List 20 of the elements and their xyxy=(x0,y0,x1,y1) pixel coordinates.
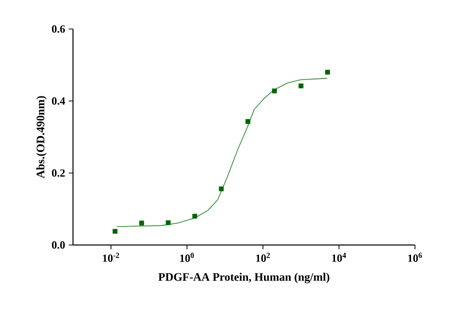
y-tick-label: 0.0 xyxy=(52,241,65,249)
point xyxy=(139,220,144,226)
x-axis-title: PDGF-AA Protein, Human (ng/ml) xyxy=(158,272,330,284)
point xyxy=(166,220,171,226)
y-tick-label: 0.2 xyxy=(52,169,65,177)
x-tick-label: 10$^{-2}$ xyxy=(102,252,120,262)
point xyxy=(218,186,224,192)
y-tick-label: 0.6 xyxy=(52,25,65,33)
point xyxy=(325,70,330,75)
point xyxy=(245,119,250,124)
point xyxy=(272,88,277,94)
x-tick-label: 10$^{4}$ xyxy=(332,252,346,262)
point xyxy=(112,228,118,234)
y-tick-label: 0.4 xyxy=(52,97,66,105)
point xyxy=(192,214,198,219)
point xyxy=(298,83,304,88)
x-tick-label: 10$^{2}$ xyxy=(256,252,270,262)
x-tick-label: 10$^{0}$ xyxy=(180,252,194,262)
x-tick-label: 10$^{6}$ xyxy=(408,252,422,262)
y-axis-title: Abs.(OD.490nm) xyxy=(36,96,47,178)
